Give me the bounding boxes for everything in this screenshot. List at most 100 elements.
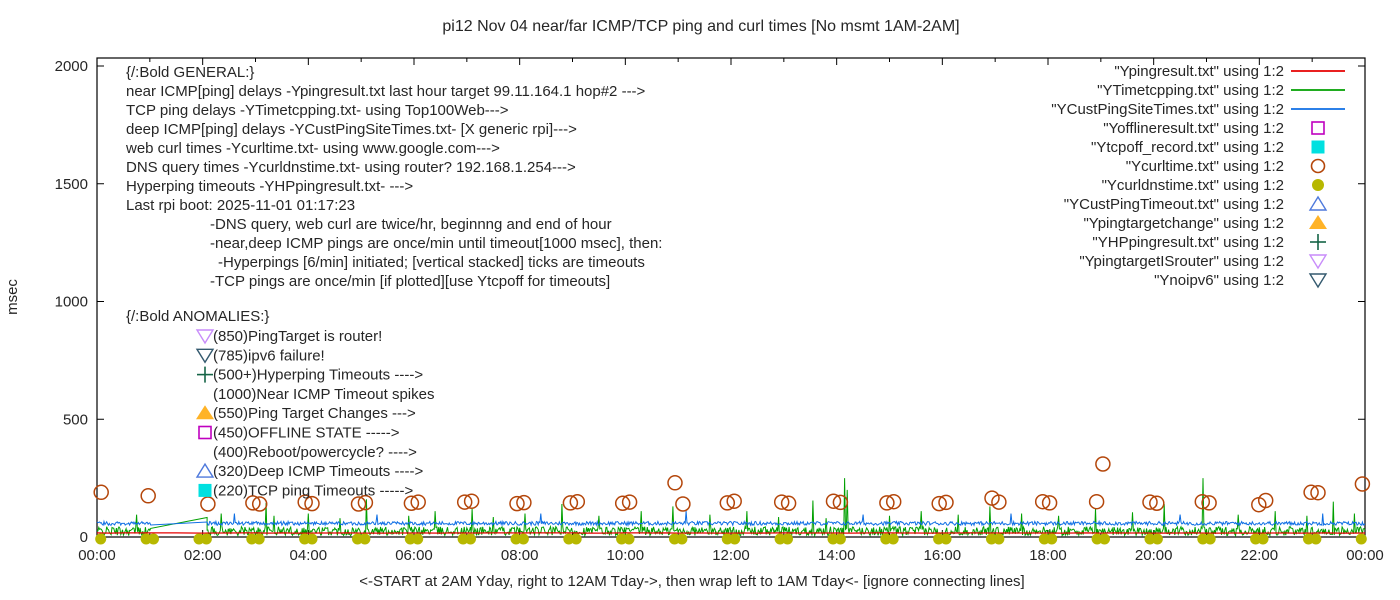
curl-time-point — [1310, 484, 1326, 501]
general-line: DNS query times -Ycurldnstime.txt- using… — [126, 159, 576, 176]
general-line: -DNS query, web curl are twice/hr, begin… — [210, 216, 612, 233]
x-tick-label: 00:00 — [1346, 547, 1384, 564]
anomalies-heading: {/:Bold ANOMALIES:} — [126, 308, 269, 325]
y-tick-label: 2000 — [55, 58, 88, 75]
series-deepicmp-line — [96, 511, 1366, 527]
curl-time-point — [1201, 495, 1217, 511]
curl-time-point — [403, 495, 420, 512]
legend: "Ypingresult.txt" using 1:2 "YTimetcpping… — [1051, 63, 1345, 289]
dns-time-point — [834, 533, 846, 545]
curl-time-point — [1354, 476, 1371, 492]
in-plot-annotations: {/:Bold GENERAL:} near ICMP[ping] delays … — [125, 64, 662, 499]
dns-time-point — [993, 533, 1005, 545]
curl-time-point — [832, 494, 849, 511]
curl-time-point — [1149, 495, 1165, 512]
x-tick-label: 16:00 — [924, 547, 962, 564]
x-tick-label: 04:00 — [290, 547, 328, 564]
general-line: deep ICMP[ping] delays -YCustPingSiteTim… — [126, 121, 577, 138]
dns-time-point — [465, 533, 476, 545]
legend-label: "YCustPingTimeout.txt" using 1:2 — [1064, 196, 1284, 213]
anomaly-line: (450)OFFLINE STATE -----> — [213, 425, 400, 442]
legend-label: "Ytcpoff_record.txt" using 1:2 — [1091, 139, 1284, 156]
dns-time-point — [623, 533, 635, 545]
x-tick-label: 22:00 — [1241, 547, 1279, 564]
anomaly-key-7 — [195, 462, 215, 478]
axis-ticks: 00:00 02:00 04:00 06:00 08:00 10:00 12:00 14:00… — [55, 58, 1384, 564]
legend-key-Ypingtargetchange — [1309, 215, 1327, 229]
curl-time-point — [614, 495, 631, 512]
anomaly-line: (500+)Hyperping Timeouts ----> — [213, 367, 423, 384]
x-tick-label: 08:00 — [501, 547, 539, 564]
legend-key-Ytcpoff_record.txt — [1311, 140, 1325, 154]
x-tick-label: 10:00 — [607, 547, 645, 564]
anomaly-line: (320)Deep ICMP Timeouts ----> — [213, 463, 423, 480]
curl-time-point — [885, 493, 902, 510]
curl-time-point — [726, 493, 742, 509]
y-tick-label: 0 — [80, 529, 88, 546]
curl-time-point — [410, 494, 426, 510]
legend-label: "Ycurldnstime.txt" using 1:2 — [1102, 177, 1284, 194]
curl-time-point — [562, 495, 579, 511]
curl-time-point — [93, 484, 109, 501]
data-series — [93, 456, 1371, 545]
dns-time-point — [1099, 533, 1110, 545]
curl-time-point — [569, 493, 586, 510]
dns-time-point — [306, 533, 318, 545]
dns-time-point — [517, 533, 529, 545]
curl-time-point — [304, 495, 320, 512]
anomaly-key-1 — [195, 348, 215, 364]
legend-key-Ynoipv6 — [1308, 273, 1328, 289]
legend-key-YCustPingTimeout.txt — [1308, 195, 1328, 211]
curl-time-point — [773, 494, 790, 510]
anomaly-line: (850)PingTarget is router! — [213, 328, 382, 345]
curl-time-point — [251, 496, 268, 512]
chart-title: pi12 Nov 04 near/far ICMP/TCP ping and c… — [442, 18, 959, 35]
anomaly-line: (1000)Near ICMP Timeout spikes — [213, 386, 434, 403]
legend-label: "Ynoipv6" using 1:2 — [1154, 272, 1284, 289]
dns-time-point — [412, 533, 424, 545]
y-tick-label: 500 — [63, 411, 88, 428]
legend-label: "YTimetcpping.txt" using 1:2 — [1097, 82, 1284, 99]
dns-time-point — [148, 533, 159, 545]
curl-time-point — [350, 496, 367, 512]
curl-time-point — [879, 495, 895, 511]
curl-time-point — [456, 494, 473, 510]
legend-key-Ycurldnstime.txt — [1312, 179, 1324, 191]
curl-time-point — [357, 494, 374, 511]
curl-time-point — [1041, 495, 1058, 511]
dns-time-point — [95, 533, 107, 545]
general-line: near ICMP[ping] delays -Ypingresult.txt … — [126, 83, 646, 100]
legend-label: "Yofflineresult.txt" using 1:2 — [1103, 120, 1284, 137]
y-tick-label: 1000 — [55, 294, 88, 311]
x-tick-label: 20:00 — [1135, 547, 1173, 564]
anomaly-line: (400)Reboot/powercycle? ----> — [213, 444, 417, 461]
general-line: -near,deep ICMP pings are once/min until… — [210, 235, 662, 252]
curl-time-point — [780, 495, 797, 512]
general-line: -Hyperpings [6/min] initiated; [vertical… — [218, 254, 645, 271]
curl-time-point — [516, 494, 532, 511]
curl-time-point — [1088, 493, 1105, 510]
anomaly-key-5 — [198, 425, 212, 440]
curl-time-point — [1142, 494, 1158, 510]
dns-time-point — [570, 533, 582, 545]
legend-label: "YCustPingSiteTimes.txt" using 1:2 — [1051, 101, 1284, 118]
curl-time-point — [245, 495, 261, 511]
curl-time-point — [297, 494, 313, 510]
dns-time-point — [1204, 533, 1216, 545]
x-tick-label: 14:00 — [818, 547, 856, 564]
curl-time-point — [509, 495, 525, 512]
dns-time-point — [1310, 533, 1322, 545]
dns-time-point — [1151, 533, 1163, 545]
curl-time-point — [931, 495, 947, 512]
dns-time-point — [1355, 533, 1367, 545]
dns-time-point — [887, 533, 899, 545]
x-tick-label: 18:00 — [1029, 547, 1067, 564]
legend-label: "Ypingresult.txt" using 1:2 — [1114, 63, 1284, 80]
dns-time-point — [253, 533, 265, 545]
legend-label: "Ycurltime.txt" using 1:2 — [1126, 158, 1284, 175]
series-tcpping-line — [96, 478, 1366, 538]
legend-label: "YpingtargetISrouter" using 1:2 — [1079, 253, 1284, 270]
general-heading: {/:Bold GENERAL:} — [126, 64, 254, 81]
